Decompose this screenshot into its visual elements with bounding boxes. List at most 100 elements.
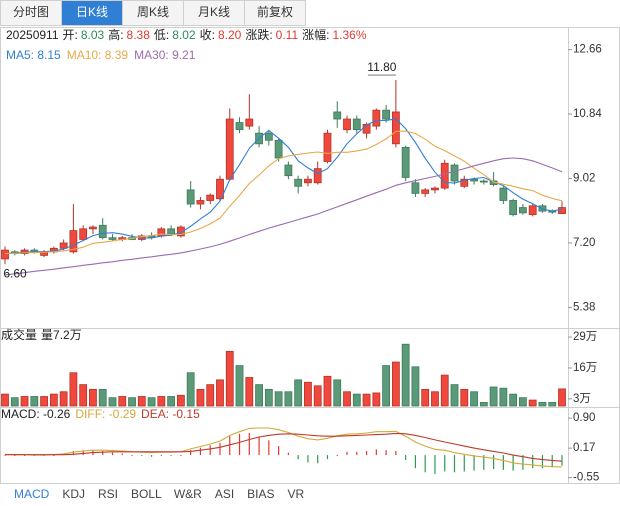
volume-bar bbox=[235, 365, 244, 407]
candle-body bbox=[421, 189, 430, 194]
volume-bar bbox=[137, 396, 146, 407]
max-label: 11.80 bbox=[367, 60, 396, 74]
volume-bar bbox=[499, 387, 508, 407]
volume-bar bbox=[294, 379, 303, 407]
volume-bar bbox=[284, 391, 293, 407]
tab-label: 前复权 bbox=[257, 4, 293, 19]
volume-bar bbox=[382, 365, 391, 407]
volume-bar bbox=[489, 386, 498, 407]
candle-body bbox=[313, 168, 322, 184]
indicator-tab[interactable]: KDJ bbox=[62, 487, 85, 501]
volume-subtitle: 量7.2万 bbox=[41, 328, 82, 342]
macd-line bbox=[4, 427, 563, 468]
y-tick-label: -0.55 bbox=[573, 472, 599, 484]
indicator-tab[interactable]: ASI bbox=[215, 487, 234, 501]
candle-body bbox=[98, 224, 107, 239]
volume-bar bbox=[1, 393, 9, 407]
volume-bar bbox=[59, 391, 68, 407]
volume-header: 成交量 量7.2万 bbox=[1, 327, 82, 342]
candle-body bbox=[440, 162, 449, 189]
y-tick-label: 16万 bbox=[573, 362, 597, 374]
macd-header: MACD: -0.26 DIFF: -0.29 DEA: -0.15 bbox=[1, 407, 200, 421]
tab-label: 月K线 bbox=[198, 5, 230, 19]
candle-body bbox=[470, 178, 478, 182]
volume-bar bbox=[333, 379, 342, 407]
volume-bar bbox=[128, 397, 136, 407]
volume-bar bbox=[176, 394, 185, 407]
volume-bar bbox=[264, 388, 273, 407]
volume-bar bbox=[206, 384, 215, 407]
candle-body bbox=[431, 187, 439, 191]
y-tick-label: 0.90 bbox=[573, 412, 595, 424]
volume-title: 成交量 bbox=[1, 327, 37, 342]
macd-legend: DIFF: -0.29 bbox=[75, 407, 136, 421]
tab[interactable]: 周K线 bbox=[122, 0, 184, 26]
indicator-tab[interactable]: W&R bbox=[174, 487, 202, 501]
volume-bar bbox=[49, 393, 58, 407]
candle-body bbox=[235, 122, 244, 131]
indicator-tab[interactable]: MACD bbox=[14, 487, 50, 501]
candle-body bbox=[450, 164, 459, 182]
volume-bar bbox=[362, 393, 371, 407]
volume-bar bbox=[225, 350, 234, 407]
volume-bar bbox=[313, 385, 322, 407]
min-label: 6.60 bbox=[3, 266, 27, 280]
legend-entry: MA30: 9.21 bbox=[134, 48, 196, 62]
volume-bar bbox=[108, 397, 117, 407]
candle-body bbox=[108, 237, 117, 240]
field-value: 0.11 bbox=[276, 28, 299, 42]
volume-bar bbox=[20, 396, 29, 407]
volume-bar bbox=[10, 397, 19, 407]
indicator-tabs: MACD KDJ RSI BOLL W&R ASI BIAS VR bbox=[14, 487, 305, 501]
volume-bar bbox=[538, 402, 547, 407]
candle-body bbox=[333, 111, 342, 120]
date: 20250911 bbox=[6, 28, 59, 42]
macd-label: MACD: -0.26 bbox=[1, 407, 71, 421]
y-tick-label: 0.17 bbox=[573, 442, 595, 454]
volume-bar bbox=[255, 384, 263, 407]
macd-legend: DEA: -0.15 bbox=[141, 407, 200, 421]
ma-line bbox=[4, 118, 563, 255]
indicator-tab[interactable]: BOLL bbox=[131, 487, 162, 501]
legend-entry: MA10: 8.39 bbox=[67, 48, 129, 62]
volume-bar bbox=[460, 388, 469, 407]
volume-bar bbox=[509, 393, 518, 407]
candle-body bbox=[294, 178, 303, 187]
tab-label: 日K线 bbox=[76, 5, 108, 19]
field-label: 高: bbox=[108, 27, 123, 42]
y-tick-label: 3万 bbox=[573, 393, 591, 405]
candle-body bbox=[206, 194, 215, 201]
indicator-tab[interactable]: VR bbox=[288, 487, 305, 501]
volume-bar bbox=[186, 372, 195, 407]
candle-body bbox=[460, 178, 469, 187]
y-tick-label: 12.66 bbox=[573, 44, 602, 56]
volume-bar bbox=[274, 391, 283, 407]
volume-bar bbox=[450, 384, 459, 407]
tab[interactable]: 分时图 bbox=[0, 0, 62, 26]
candle-body bbox=[558, 207, 566, 214]
volume-bar bbox=[30, 396, 39, 407]
tab-bg bbox=[244, 0, 306, 26]
field-label: 涨跌: bbox=[245, 27, 272, 42]
candle-body bbox=[1, 249, 9, 260]
indicator-tab[interactable]: BIAS bbox=[247, 487, 274, 501]
candle-body bbox=[304, 178, 312, 184]
legend-entry: MA5: 8.15 bbox=[6, 48, 61, 62]
candle-body bbox=[519, 207, 527, 214]
candle-body bbox=[284, 164, 293, 177]
indicator-tab[interactable]: RSI bbox=[98, 487, 118, 501]
field-value: 1.36% bbox=[332, 28, 366, 42]
volume-bar bbox=[98, 388, 107, 407]
field-value: 8.02 bbox=[172, 28, 196, 42]
tab[interactable]: 前复权 bbox=[244, 0, 306, 26]
candle-body bbox=[323, 132, 332, 162]
tab[interactable]: 日K线 bbox=[61, 0, 123, 26]
volume-bar bbox=[79, 384, 88, 407]
ma-line bbox=[4, 157, 563, 276]
info-line: 20250911 开: 8.03 高: 8.38 低: 8.02 收: 8.20 涨跌: 0.11 涨… bbox=[6, 27, 367, 42]
candle-body bbox=[264, 132, 273, 141]
y-tick-label: 10.84 bbox=[573, 108, 602, 120]
tab[interactable]: 月K线 bbox=[183, 0, 245, 26]
y-tick-label: 7.20 bbox=[573, 237, 595, 249]
